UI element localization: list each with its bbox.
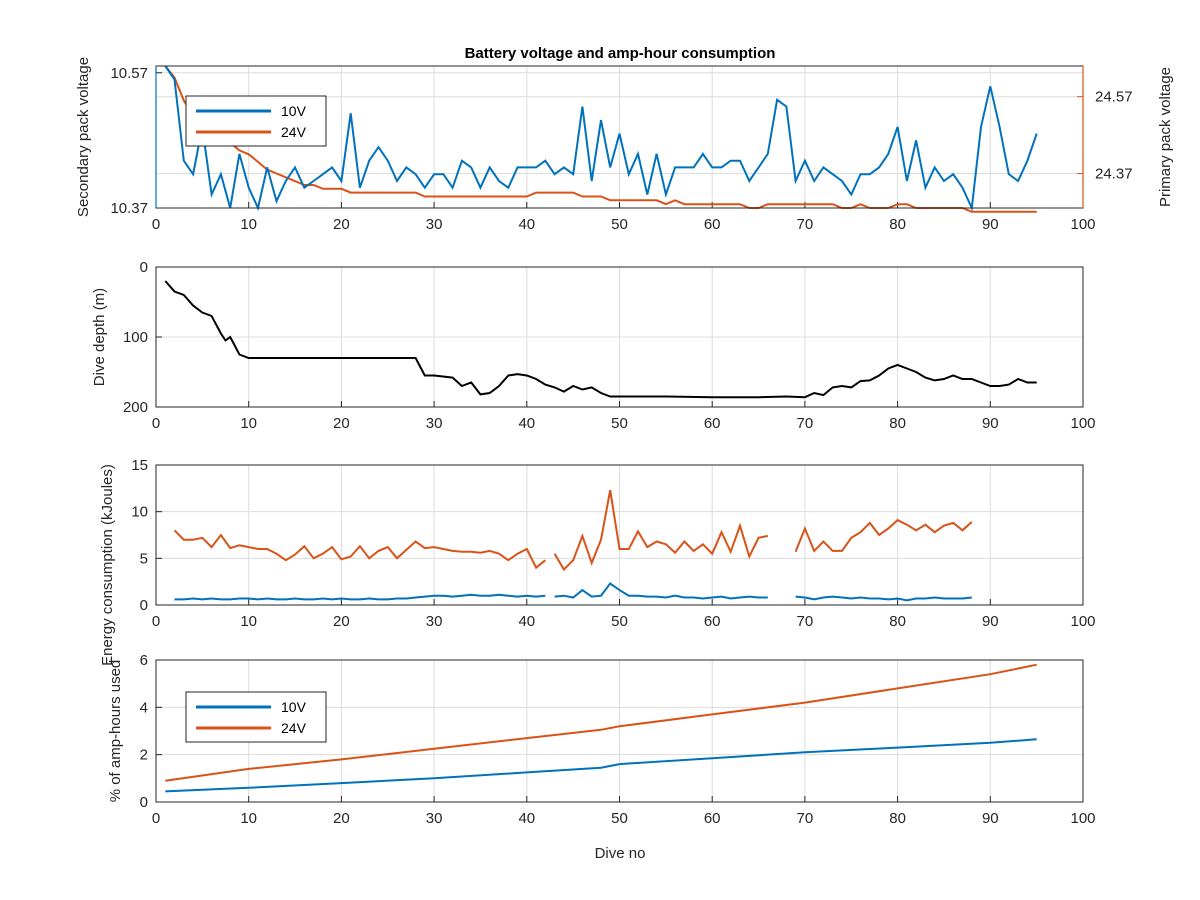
x-tick-label: 70 (797, 613, 814, 630)
voltage-subplot: 0 10 20 30 40 50 60 70 80 90 100 10.37 10.57 24.37 24.… (75, 57, 1174, 233)
x-tick-label: 20 (333, 216, 350, 233)
series-line-10v (174, 582, 972, 602)
x-tick-label: 10 (240, 216, 257, 233)
legend-box (185, 691, 327, 743)
x-tick-label: 80 (889, 415, 906, 432)
x-tick-label: 40 (518, 613, 535, 630)
y-tick-label: 15 (131, 457, 148, 474)
x-tick-label: 30 (426, 415, 443, 432)
x-tick-label: 90 (982, 415, 999, 432)
y-right-tick-label: 24.37 (1095, 165, 1133, 182)
y-axis-label: Dive depth (m) (91, 288, 108, 386)
legend-box (185, 95, 327, 147)
x-tick-label: 50 (611, 613, 628, 630)
axes-frame (155, 266, 1084, 408)
x-tick-label: 100 (1070, 415, 1095, 432)
legend-entry: 10V (281, 699, 307, 715)
legend-entry: 24V (281, 124, 307, 140)
x-tick-label: 10 (240, 810, 257, 827)
x-tick-label: 30 (426, 810, 443, 827)
x-tick-label: 80 (889, 216, 906, 233)
x-tick-label: 70 (797, 415, 814, 432)
x-tick-label: 90 (982, 613, 999, 630)
y-tick-label: 10.37 (110, 200, 148, 217)
x-tick-label: 50 (611, 415, 628, 432)
x-tick-label: 100 (1070, 613, 1095, 630)
axes-frame (155, 464, 1084, 606)
x-tick-label: 20 (333, 415, 350, 432)
y-axis-label: % of amp-hours used (107, 660, 124, 803)
y-tick-label: 200 (123, 399, 148, 416)
x-tick-label: 50 (611, 810, 628, 827)
x-tick-label: 10 (240, 613, 257, 630)
x-tick-label: 20 (333, 613, 350, 630)
x-tick-label: 0 (152, 810, 160, 827)
chart-title: Battery voltage and amp-hour consumption (465, 45, 776, 62)
y-axis-label-left: Secondary pack voltage (75, 57, 92, 217)
x-tick-label: 10 (240, 415, 257, 432)
x-tick-label: 60 (704, 216, 721, 233)
y-tick-label: 0 (140, 597, 148, 614)
x-tick-label: 40 (518, 216, 535, 233)
x-tick-label: 60 (704, 613, 721, 630)
x-tick-label: 70 (797, 810, 814, 827)
y-tick-label: 100 (123, 329, 148, 346)
x-tick-label: 50 (611, 216, 628, 233)
x-tick-label: 0 (152, 613, 160, 630)
series-line-depth (164, 280, 1037, 399)
axes-frame (155, 659, 1084, 803)
x-tick-label: 30 (426, 216, 443, 233)
depth-subplot: 0 10 20 30 40 50 60 70 80 90 100 0 100 200 Dive depth … (91, 259, 1096, 432)
y-axis-label-right: Primary pack voltage (1157, 67, 1174, 207)
x-tick-label: 70 (797, 216, 814, 233)
x-tick-label: 90 (982, 810, 999, 827)
series-line-10v (165, 738, 1037, 793)
x-tick-label: 100 (1070, 216, 1095, 233)
legend-entry: 24V (281, 720, 307, 736)
x-tick-label: 40 (518, 415, 535, 432)
y-tick-label: 6 (140, 652, 148, 669)
y-tick-label: 10.57 (110, 65, 148, 82)
x-tick-label: 80 (889, 810, 906, 827)
amp-hours-subplot: 0 10 20 30 40 50 60 70 80 90 100 0 2 4 6 % of amp-hours… (107, 652, 1096, 827)
y-tick-label: 0 (140, 259, 148, 276)
x-tick-label: 40 (518, 810, 535, 827)
y-tick-label: 2 (140, 747, 148, 764)
series-line-24v (165, 663, 1037, 782)
subplots: 0 10 20 30 40 50 60 70 80 90 10010.3710.5724.3724.… (75, 57, 1174, 827)
x-tick-label: 90 (982, 216, 999, 233)
x-tick-label: 60 (704, 415, 721, 432)
x-tick-label: 60 (704, 810, 721, 827)
series-line-24v (173, 490, 973, 572)
x-axis-label: Dive no (595, 845, 646, 862)
series-line-24v (164, 65, 1037, 213)
series-line-10v (164, 65, 1038, 212)
energy-subplot: 0 10 20 30 40 50 60 70 80 90 100 0 5 10 15 Energy consu… (99, 457, 1096, 666)
x-tick-label: 0 (152, 216, 160, 233)
y-tick-label: 10 (131, 504, 148, 521)
legend-entry: 10V (281, 103, 307, 119)
x-tick-label: 0 (152, 415, 160, 432)
x-tick-label: 80 (889, 613, 906, 630)
y-tick-label: 0 (140, 794, 148, 811)
y-axis-label: Energy consumption (kJoules) (99, 464, 116, 666)
x-tick-label: 20 (333, 810, 350, 827)
x-tick-label: 30 (426, 613, 443, 630)
x-tick-label: 100 (1070, 810, 1095, 827)
y-tick-label: 4 (140, 699, 148, 716)
y-tick-label: 5 (140, 550, 148, 567)
y-right-tick-label: 24.57 (1095, 89, 1133, 106)
